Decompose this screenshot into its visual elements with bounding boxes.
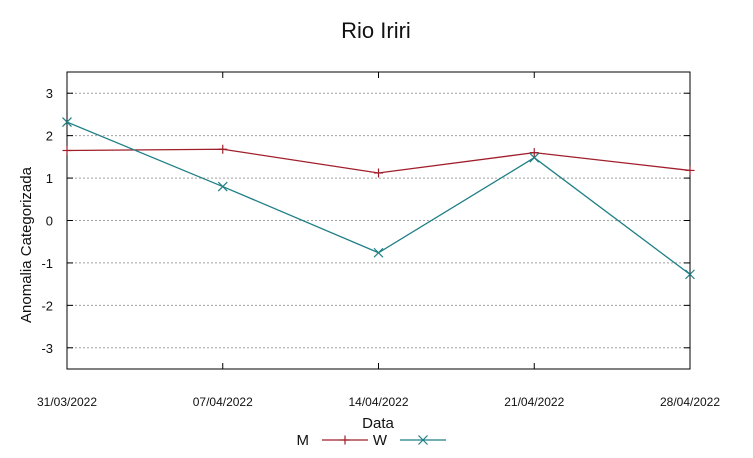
point-M-3 — [529, 148, 539, 158]
xtick-label-0: 31/03/2022 — [37, 395, 97, 409]
y-axis-ticks: 3 2 1 0 -1 -2 -3 — [41, 86, 690, 356]
legend-label-W: W — [373, 432, 388, 449]
point-M-2 — [374, 168, 383, 178]
point-W-0 — [62, 117, 72, 127]
ytick-label-3: 0 — [46, 214, 53, 229]
xtick-label-2: 14/04/2022 — [348, 395, 408, 409]
point-W-3 — [529, 152, 540, 163]
grid-lines — [67, 92, 690, 349]
point-M-1 — [218, 144, 228, 154]
x-axis-ticks: 31/03/2022 07/04/2022 14/04/2022 21/04/2022… — [37, 72, 720, 409]
legend-marker-M — [340, 435, 350, 445]
ytick-label-0: 3 — [46, 86, 53, 101]
ytick-label-6: -3 — [41, 341, 53, 356]
xtick-label-4: 28/04/2022 — [660, 395, 720, 409]
point-W-1 — [217, 181, 228, 192]
point-M-4 — [685, 165, 695, 175]
point-M-0 — [62, 145, 72, 155]
y-axis-label: Anomalia Categorizada — [18, 166, 35, 323]
legend-marker-W — [418, 435, 428, 445]
point-W-2 — [373, 247, 384, 258]
legend-label-M: M — [297, 432, 310, 449]
series-line-W — [66, 121, 691, 275]
x-axis-label: Data — [362, 415, 394, 432]
xtick-label-3: 21/04/2022 — [504, 395, 564, 409]
series-layer — [62, 117, 695, 280]
ytick-label-5: -2 — [41, 298, 53, 313]
xtick-label-1: 07/04/2022 — [193, 395, 253, 409]
ytick-label-2: 1 — [46, 171, 53, 186]
ytick-label-1: 2 — [46, 129, 53, 144]
point-W-4 — [685, 269, 695, 280]
chart-title: Rio Iriri — [341, 18, 411, 43]
ytick-label-4: -1 — [41, 256, 53, 271]
